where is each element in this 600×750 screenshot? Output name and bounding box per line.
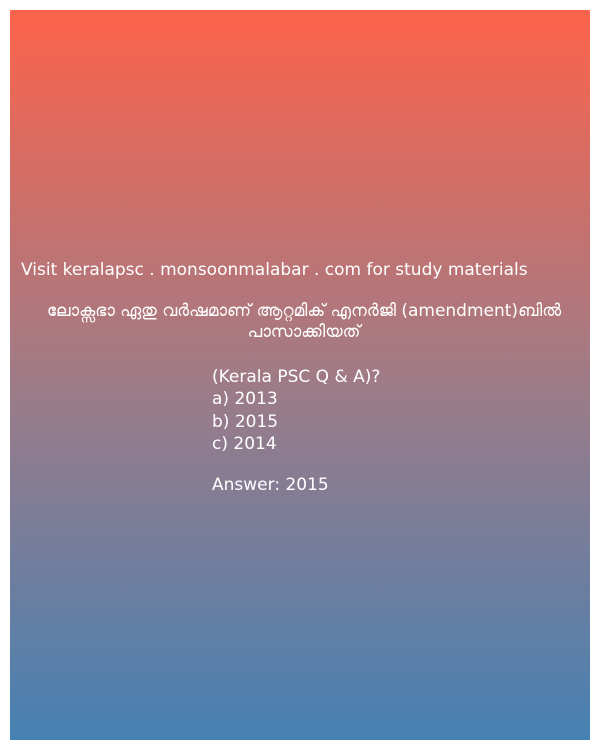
- source-label: (Kerala PSC Q & A)?: [212, 367, 381, 387]
- question-card: Visit keralapsc . monsoonmalabar . com f…: [10, 10, 590, 740]
- options-block: (Kerala PSC Q & A)? a) 2013 b) 2015 c) 2…: [212, 366, 380, 455]
- option-b: b) 2015: [212, 411, 279, 432]
- answer-text: Answer: 2015: [212, 475, 329, 495]
- question-text: ലോക്സഭാ ഏതു വർഷമാണ് ആറ്റമിക് എനർജി (amen…: [46, 301, 562, 342]
- option-a: a) 2013: [212, 389, 278, 410]
- option-c: c) 2014: [212, 433, 277, 454]
- visit-promo-text: Visit keralapsc . monsoonmalabar . com f…: [21, 260, 528, 280]
